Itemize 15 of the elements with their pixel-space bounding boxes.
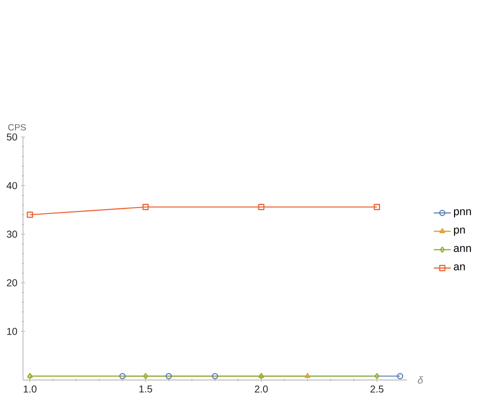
legend-label: an: [454, 264, 465, 270]
legend-label: pnn: [454, 209, 471, 218]
y-axis-title: CPS: [8, 124, 26, 130]
y-tick-label: 50: [6, 133, 18, 141]
x-axis-title: δ: [418, 376, 424, 384]
x-tick-label: 1.0: [24, 386, 36, 393]
legend-label: ann: [454, 246, 471, 252]
x-tick-label: 1.5: [139, 386, 152, 392]
x-tick-label: 2.0: [254, 386, 268, 393]
y-tick-label: 10: [7, 328, 18, 335]
y-tick-label: 40: [6, 182, 18, 190]
y-tick-label: 30: [6, 230, 18, 238]
y-tick-label: 20: [6, 279, 18, 286]
x-tick-label: 2.5: [370, 386, 384, 393]
legend-label: pn: [454, 228, 465, 236]
